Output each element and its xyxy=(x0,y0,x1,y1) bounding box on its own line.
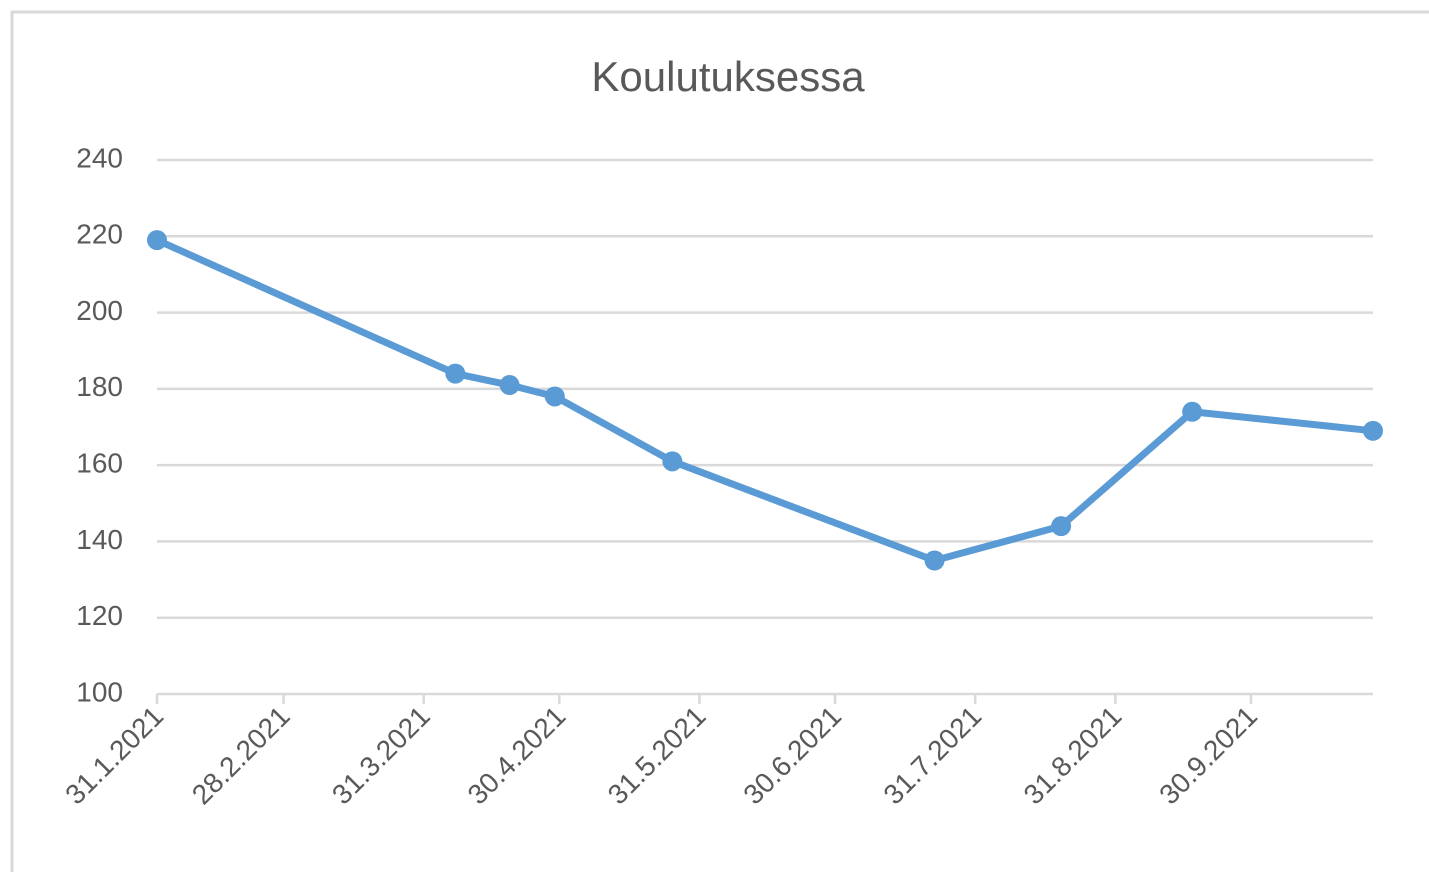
marker xyxy=(1363,420,1383,441)
marker xyxy=(1182,401,1203,422)
y-tick-label: 240 xyxy=(76,142,123,173)
y-tick-label: 220 xyxy=(76,219,123,250)
marker xyxy=(924,550,945,571)
y-tick-label: 160 xyxy=(76,448,123,479)
marker xyxy=(445,363,466,384)
marker xyxy=(544,386,565,407)
chart-border xyxy=(10,10,1429,872)
y-tick-label: 200 xyxy=(76,295,123,326)
chart-title: Koulutuksessa xyxy=(591,53,865,100)
y-tick-label: 140 xyxy=(76,524,123,555)
marker xyxy=(662,451,683,472)
y-tick-label: 100 xyxy=(76,676,123,707)
marker xyxy=(499,375,520,396)
marker xyxy=(1051,516,1072,537)
marker xyxy=(147,230,167,251)
y-tick-label: 180 xyxy=(76,371,123,402)
y-tick-label: 120 xyxy=(76,600,123,631)
